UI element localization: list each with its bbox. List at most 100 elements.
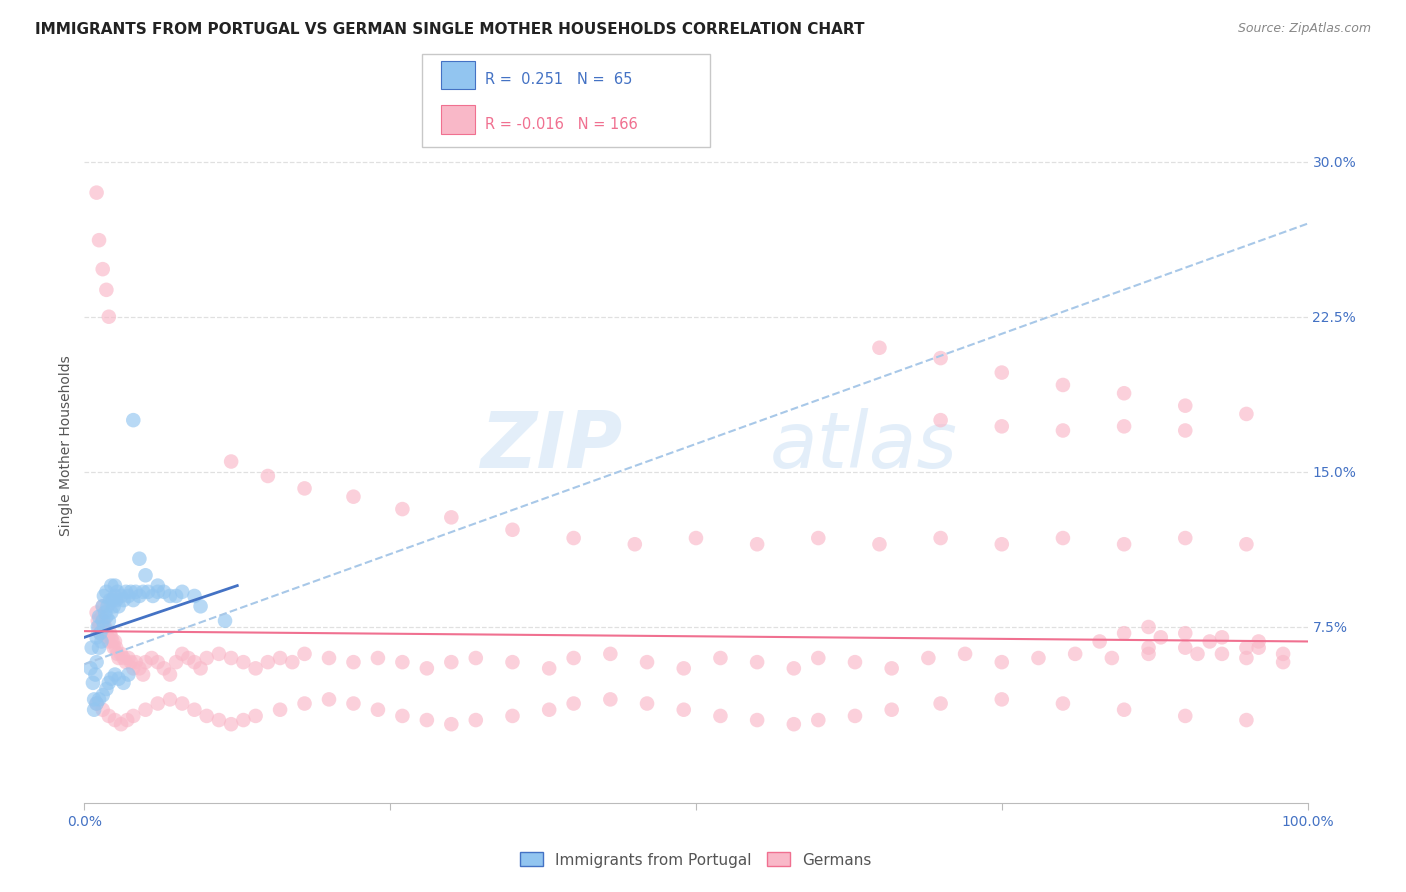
Point (100, 672, 122, 686)
Point (318, 692, 340, 706)
Point (219, 717, 242, 731)
Point (1174, 640, 1197, 655)
Point (214, 614, 236, 628)
Point (132, 667, 155, 681)
Point (1174, 531, 1197, 545)
Point (86, 630, 108, 644)
Point (79, 661, 101, 675)
Point (104, 589, 127, 603)
Point (87, 609, 110, 624)
Point (1064, 647, 1087, 661)
Point (94, 606, 117, 620)
Point (98, 626, 121, 640)
Point (104, 713, 127, 727)
Point (917, 651, 939, 665)
Point (172, 584, 194, 599)
Point (146, 584, 169, 599)
Point (1052, 378, 1074, 392)
Point (153, 584, 176, 599)
Point (97, 310, 120, 324)
Point (562, 531, 585, 545)
Point (105, 593, 128, 607)
Point (122, 413, 145, 427)
Point (135, 703, 157, 717)
Point (105, 584, 128, 599)
Point (636, 697, 658, 711)
Point (90, 609, 112, 624)
Point (232, 713, 254, 727)
Point (1247, 634, 1270, 648)
Point (869, 537, 891, 551)
Point (172, 697, 194, 711)
Point (783, 717, 806, 731)
Point (1028, 651, 1050, 665)
Point (112, 593, 135, 607)
Point (89, 626, 111, 640)
Point (96, 283, 118, 297)
Text: IMMIGRANTS FROM PORTUGAL VS GERMAN SINGLE MOTHER HOUSEHOLDS CORRELATION CHART: IMMIGRANTS FROM PORTUGAL VS GERMAN SINGL… (35, 22, 865, 37)
Point (125, 584, 148, 599)
Point (94, 620, 117, 634)
Point (146, 579, 169, 593)
Point (1150, 630, 1173, 644)
Point (953, 647, 976, 661)
Text: ZIP: ZIP (481, 408, 623, 484)
Point (1052, 531, 1074, 545)
Point (153, 661, 176, 675)
Point (80, 640, 103, 655)
Point (281, 655, 304, 669)
Point (110, 717, 132, 731)
Point (208, 713, 231, 727)
Point (91, 688, 114, 702)
Point (97, 634, 120, 648)
Point (562, 651, 585, 665)
Point (83, 703, 105, 717)
Point (991, 655, 1014, 669)
Point (1174, 626, 1197, 640)
Point (183, 703, 205, 717)
Point (97, 630, 120, 644)
Point (502, 523, 524, 537)
Point (90, 634, 112, 648)
Point (599, 647, 621, 661)
Point (146, 697, 169, 711)
Point (1211, 630, 1233, 644)
Point (440, 655, 463, 669)
Point (538, 661, 561, 675)
Point (132, 584, 155, 599)
Point (86, 697, 108, 711)
Point (599, 692, 621, 706)
Point (391, 655, 413, 669)
Point (120, 655, 142, 669)
Point (1114, 703, 1136, 717)
Point (1137, 640, 1160, 655)
Point (86, 655, 108, 669)
Point (1114, 626, 1136, 640)
Text: R = -0.016   N = 166: R = -0.016 N = 166 (485, 117, 638, 132)
Point (105, 647, 128, 661)
Point (232, 655, 254, 669)
Point (342, 490, 364, 504)
Point (117, 651, 139, 665)
Point (100, 606, 122, 620)
Point (1088, 634, 1111, 648)
Point (87, 692, 110, 706)
Point (177, 651, 200, 665)
Point (103, 640, 125, 655)
Point (1101, 651, 1123, 665)
Point (87, 620, 110, 634)
Point (117, 589, 139, 603)
Point (122, 709, 145, 723)
Point (929, 531, 952, 545)
Point (159, 667, 181, 681)
Text: atlas: atlas (769, 408, 957, 484)
Point (1236, 537, 1258, 551)
Point (672, 703, 695, 717)
Point (128, 661, 150, 675)
Point (440, 510, 463, 524)
Point (747, 655, 769, 669)
Point (685, 531, 707, 545)
Point (294, 697, 316, 711)
Point (98, 593, 121, 607)
Point (183, 589, 205, 603)
